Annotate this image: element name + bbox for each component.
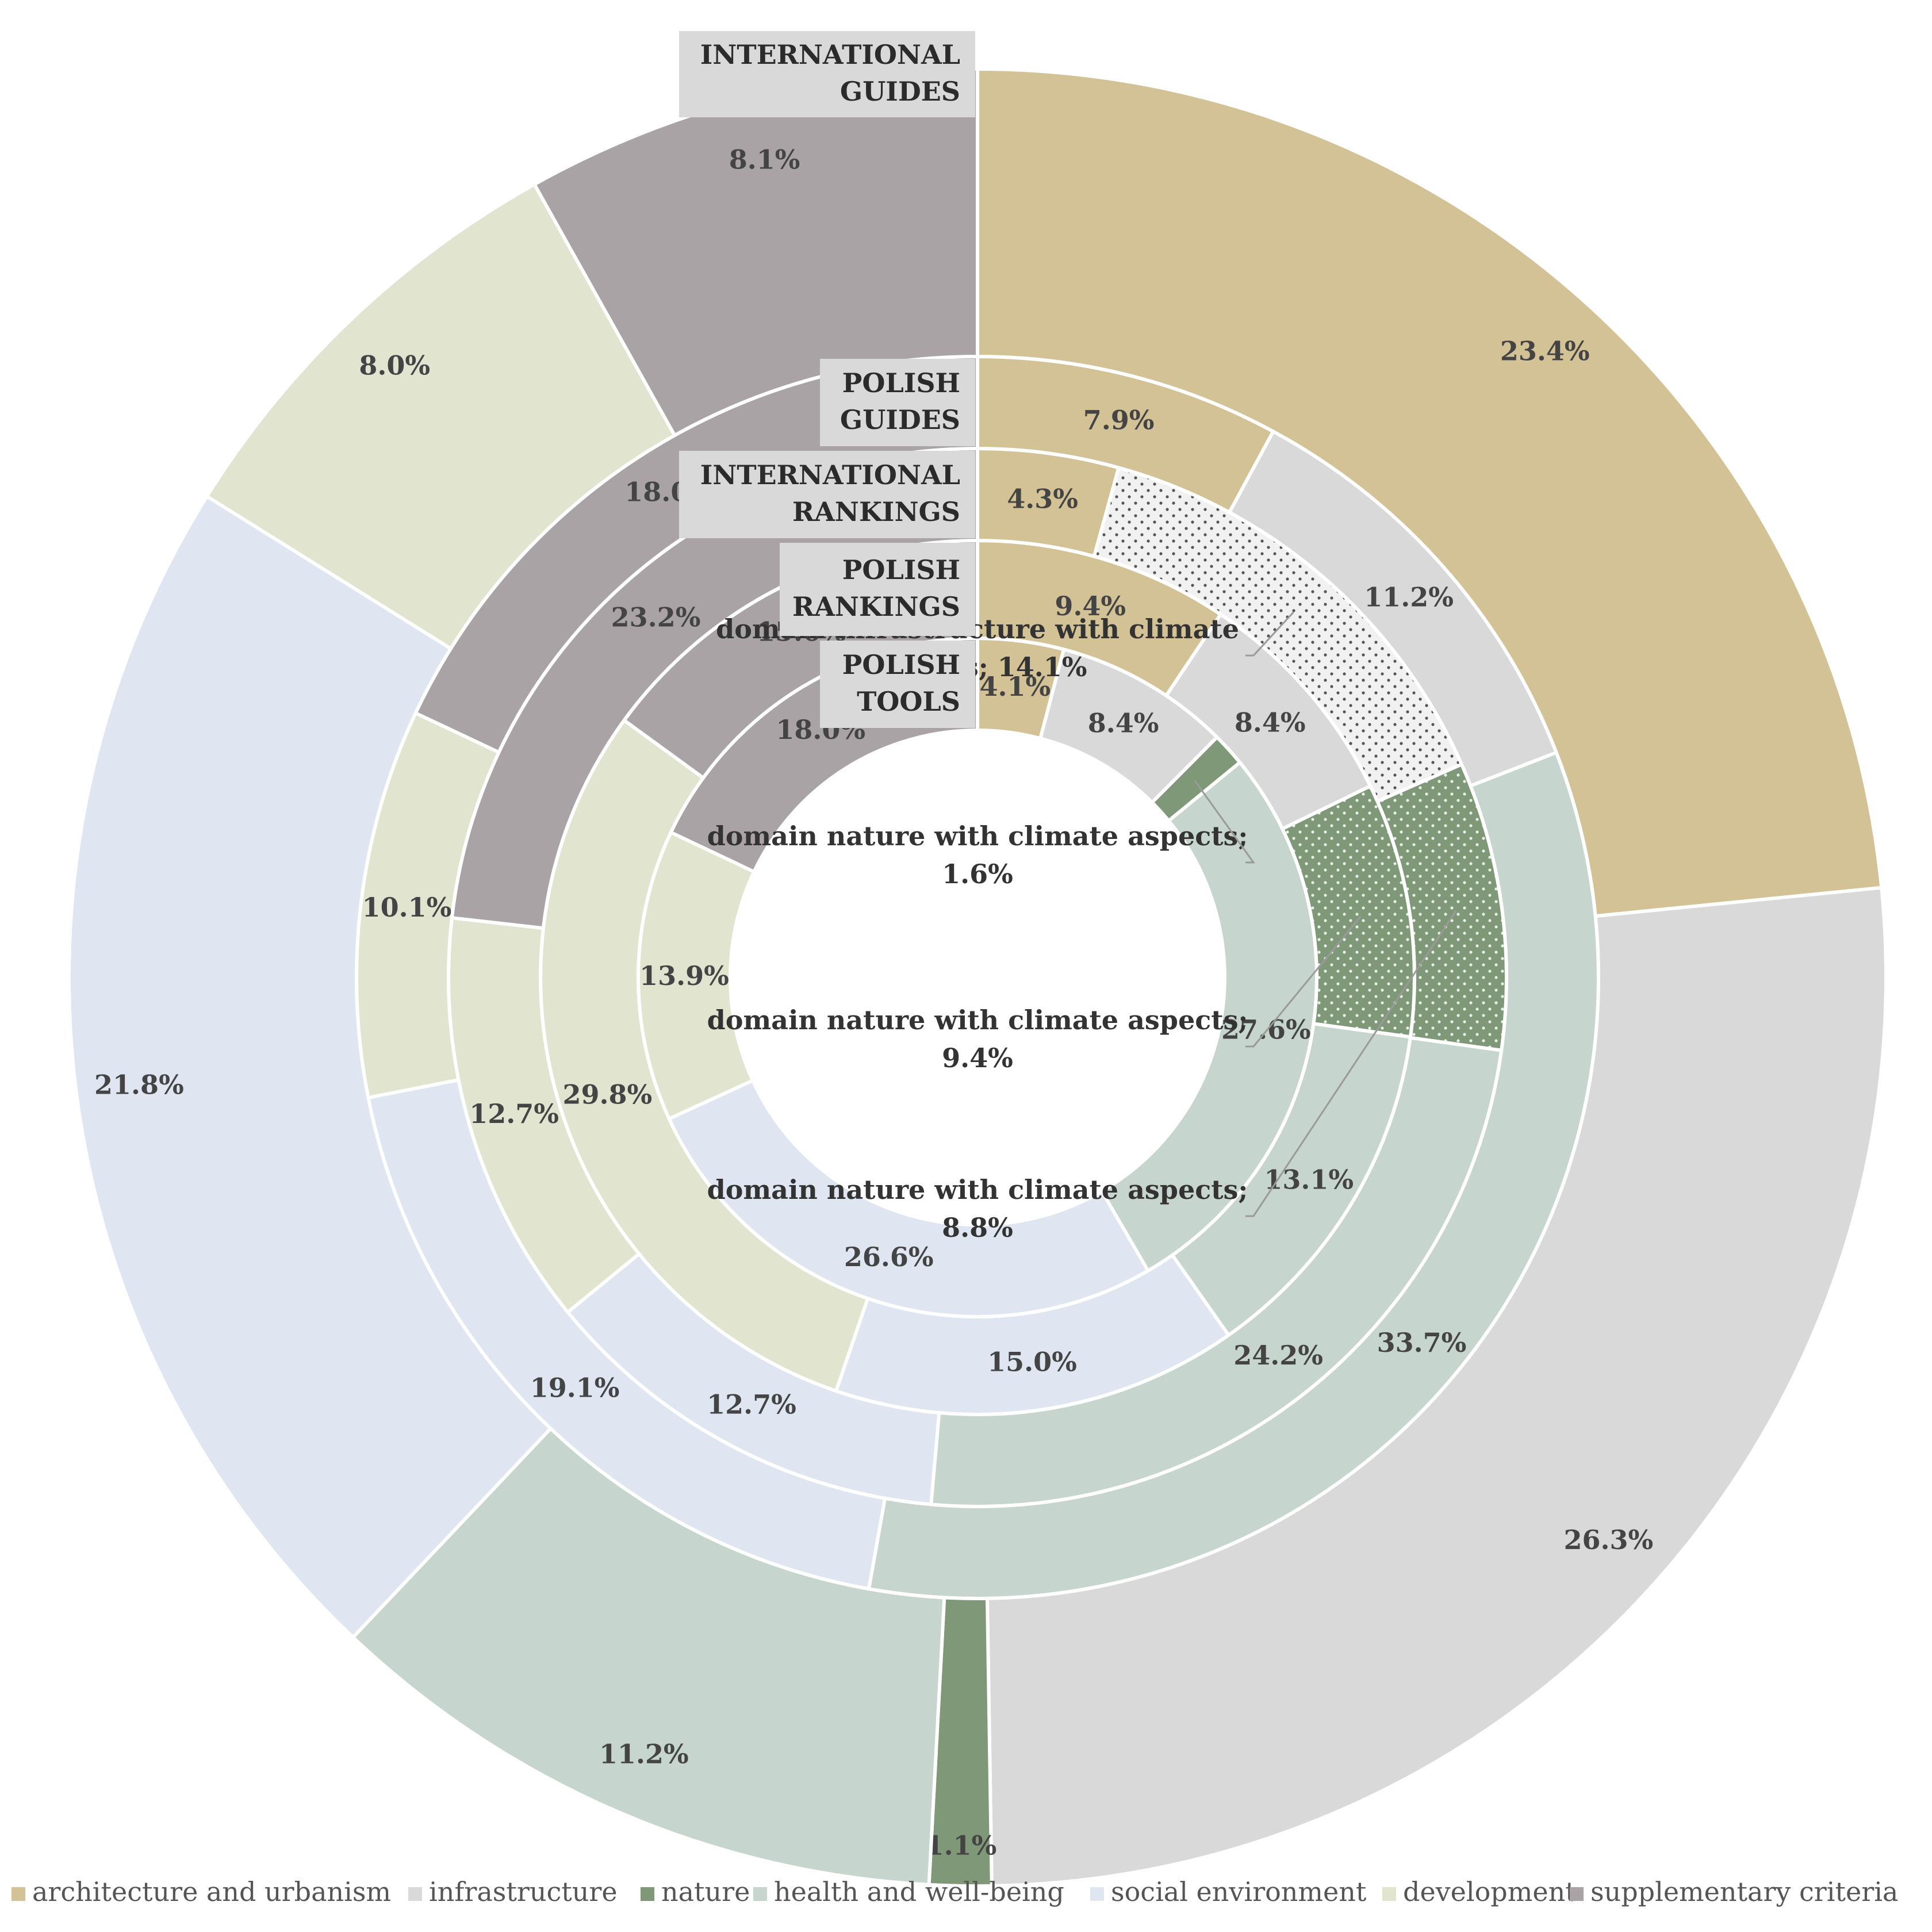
callout-leader-line xyxy=(1245,910,1457,1217)
callout-text: domain nature with climate aspects; xyxy=(707,1005,1248,1036)
ring-name-box xyxy=(820,641,975,728)
ring-4: 7.9%11.2%33.7%19.1%10.1%18.0% xyxy=(355,354,1600,1601)
callout-leader-line xyxy=(1245,611,1294,657)
legend-label: health and well-being xyxy=(774,1876,1064,1907)
data-label-ring-2-health: 13.1% xyxy=(1264,1164,1354,1195)
data-label-ring-2-infra: 8.4% xyxy=(1235,707,1306,738)
ring-name-box xyxy=(820,359,975,446)
legend-swatch xyxy=(1382,1887,1396,1901)
data-label-ring-5-dev: 8.0% xyxy=(359,350,430,381)
legend-item-arch: architecture and urbanism xyxy=(12,1876,391,1907)
ring-name-box xyxy=(780,543,975,636)
data-label-ring-1-dev: 13.9% xyxy=(639,960,729,991)
ring-name-text: GUIDES xyxy=(840,76,960,107)
callout-text: domain nature with climate aspects; xyxy=(707,821,1248,852)
ring-5-segment-health xyxy=(350,1426,946,1887)
legend-label: social environment xyxy=(1111,1876,1367,1907)
legend-swatch xyxy=(641,1887,654,1901)
legend-item-social: social environment xyxy=(1090,1876,1367,1907)
rings-layer: 4.1%8.4%27.6%26.6%13.9%18.0%9.4%8.4%13.1… xyxy=(67,67,1888,1888)
ring-name-layer: POLISH TOOLS POLISH RANKINGS INTERNATIONAL RA… xyxy=(679,31,975,728)
ring-5-segment-social xyxy=(67,494,553,1640)
data-label-ring-4-dev: 10.1% xyxy=(362,892,452,923)
callout-text: 8.8% xyxy=(942,1212,1013,1243)
ring-5-segment-dev xyxy=(204,182,677,651)
data-label-ring-5-arch: 23.4% xyxy=(1500,335,1590,366)
data-label-ring-3-supp: 23.2% xyxy=(611,601,701,632)
legend-label: supplementary criteria xyxy=(1590,1876,1898,1907)
ring-name-text: RANKINGS xyxy=(792,496,960,527)
ring-name-text: INTERNATIONAL xyxy=(700,39,960,70)
legend-label: architecture and urbanism xyxy=(32,1876,391,1907)
ring-name-text: POLISH xyxy=(842,649,960,680)
ring-name-4: POLISH GUIDES xyxy=(820,359,975,446)
ring-name-1: POLISH TOOLS xyxy=(820,641,975,728)
ring-name-3: INTERNATIONAL RANKINGS xyxy=(679,451,975,538)
data-label-ring-1-social: 26.6% xyxy=(844,1241,934,1272)
legend-label: development xyxy=(1403,1876,1576,1907)
data-label-ring-2-arch: 9.4% xyxy=(1055,591,1126,622)
data-label-ring-4-social: 19.1% xyxy=(530,1373,620,1404)
data-label-ring-3-dev: 12.7% xyxy=(469,1098,559,1129)
ring-5-segment-infra xyxy=(985,885,1888,1888)
data-label-ring-3-health: 24.2% xyxy=(1233,1340,1323,1371)
ring-name-box xyxy=(679,31,975,117)
data-label-ring-1-arch: 4.1% xyxy=(980,671,1051,702)
data-label-ring-2-dev: 29.8% xyxy=(562,1079,652,1110)
ring-name-2: POLISH RANKINGS xyxy=(780,543,975,636)
legend-swatch xyxy=(753,1887,767,1901)
data-label-ring-5-supp: 8.1% xyxy=(729,144,800,175)
legend-label: nature xyxy=(661,1876,750,1907)
legend-swatch xyxy=(1570,1887,1584,1901)
data-label-ring-5-social: 21.8% xyxy=(94,1070,184,1101)
callout-3: domain nature with climate aspects; 9.4% xyxy=(707,915,1362,1074)
data-label-ring-4-health: 33.7% xyxy=(1377,1327,1467,1358)
ring-name-text: POLISH xyxy=(842,554,960,585)
data-label-ring-4-arch: 7.9% xyxy=(1083,405,1155,436)
legend-item-infra: infrastructure xyxy=(408,1876,618,1907)
data-label-ring-3-social: 12.7% xyxy=(707,1389,796,1420)
ring-name-text: POLISH xyxy=(842,367,960,398)
ring-name-5: INTERNATIONAL GUIDES xyxy=(679,31,975,117)
data-label-ring-1-infra: 8.4% xyxy=(1088,708,1159,739)
ring-name-text: RANKINGS xyxy=(792,591,960,622)
legend-swatch xyxy=(408,1887,422,1901)
callout-2: domain nature with climate aspects; 1.6% xyxy=(707,780,1255,890)
callout-leader-line xyxy=(1194,780,1255,864)
data-label-ring-5-infra: 26.3% xyxy=(1563,1524,1653,1555)
legend-item-dev: development xyxy=(1382,1876,1576,1907)
legend-item-health: health and well-being xyxy=(753,1876,1064,1907)
callout-text: domain nature with climate aspects; xyxy=(707,1174,1248,1205)
data-label-ring-5-nature: 1.1% xyxy=(926,1830,997,1861)
data-label-ring-3-arch: 4.3% xyxy=(1007,484,1078,515)
ring-5-segment-arch xyxy=(976,67,1884,918)
legend: architecture and urbanism infrastructure n… xyxy=(12,1876,1898,1907)
callout-text: 1.6% xyxy=(942,858,1013,890)
ring-2: 9.4%8.4%13.1%15.0%29.8%15.0% xyxy=(539,538,1416,1416)
data-label-ring-4-infra: 11.2% xyxy=(1364,582,1454,613)
legend-item-supp: supplementary criteria xyxy=(1570,1876,1898,1907)
callout-4: domain nature with climate aspects; 8.8% xyxy=(707,910,1457,1243)
callout-text: 9.4% xyxy=(942,1042,1013,1074)
data-label-ring-5-health: 11.2% xyxy=(599,1739,689,1770)
legend-swatch xyxy=(1090,1887,1104,1901)
ring-name-text: GUIDES xyxy=(840,404,960,435)
ring-name-text: INTERNATIONAL xyxy=(700,459,960,490)
data-label-ring-1-health: 27.6% xyxy=(1221,1014,1311,1045)
data-label-ring-2-social: 15.0% xyxy=(987,1346,1077,1377)
ring-name-box xyxy=(679,451,975,538)
callout-leader-line xyxy=(1245,915,1362,1048)
legend-item-nature: nature xyxy=(641,1876,750,1907)
legend-label: infrastructure xyxy=(429,1876,618,1907)
ring-name-text: TOOLS xyxy=(857,686,960,717)
ring-5-segment-supp xyxy=(532,67,979,438)
legend-swatch xyxy=(12,1887,25,1901)
ring-5: 23.4% 26.3% 1.1% 11.2% 21.8% 8.0% 8.1% xyxy=(67,67,1888,1888)
